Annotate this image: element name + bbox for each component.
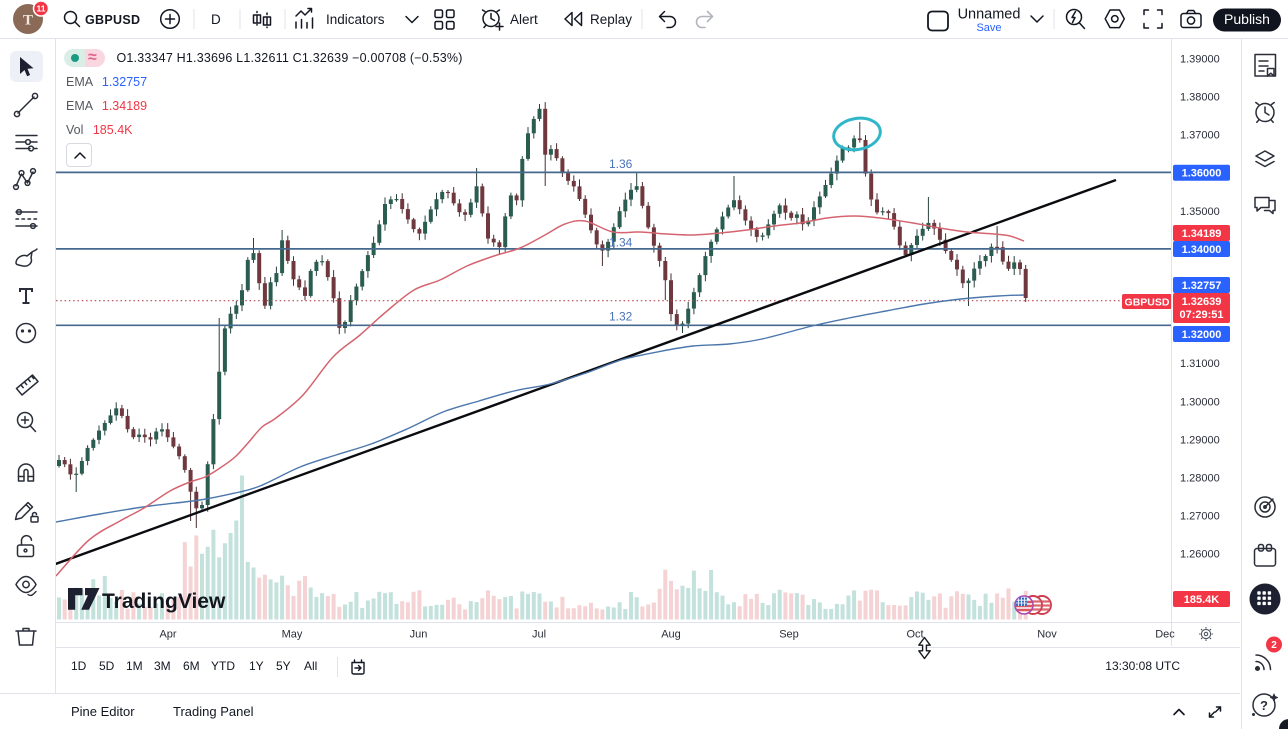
- svg-text:1.36: 1.36: [609, 157, 633, 171]
- svg-text:1.32000: 1.32000: [1182, 329, 1222, 341]
- svg-text:1.37000: 1.37000: [1180, 130, 1220, 142]
- svg-text:1.34189: 1.34189: [1182, 228, 1222, 240]
- svg-text:1.31000: 1.31000: [1180, 358, 1220, 370]
- svg-text:Nov: Nov: [1037, 629, 1057, 641]
- svg-text:1.39000: 1.39000: [1180, 53, 1220, 65]
- svg-text:1.36000: 1.36000: [1182, 168, 1222, 180]
- svg-text:2: 2: [1271, 640, 1277, 651]
- svg-text:?: ?: [1260, 698, 1268, 713]
- svg-text:1.34: 1.34: [609, 236, 633, 250]
- svg-text:185.4K: 185.4K: [1184, 594, 1220, 606]
- svg-text:1.30000: 1.30000: [1180, 396, 1220, 408]
- svg-text:1.27000: 1.27000: [1180, 511, 1220, 523]
- svg-text:Jul: Jul: [532, 629, 546, 641]
- svg-text:Indicators: Indicators: [326, 12, 385, 27]
- svg-text:GBPUSD: GBPUSD: [85, 13, 140, 27]
- svg-text:1.35000: 1.35000: [1180, 206, 1220, 218]
- svg-text:Jun: Jun: [410, 629, 428, 641]
- svg-text:May: May: [282, 629, 303, 641]
- svg-text:Oct: Oct: [906, 629, 923, 641]
- svg-text:Apr: Apr: [159, 629, 176, 641]
- svg-text:Publish: Publish: [1224, 11, 1270, 27]
- svg-text:1.34000: 1.34000: [1182, 244, 1222, 256]
- svg-text:1.26000: 1.26000: [1180, 549, 1220, 561]
- svg-text:Unnamed: Unnamed: [958, 7, 1021, 23]
- svg-text:07:29:51: 07:29:51: [1179, 309, 1223, 321]
- svg-text:GBPUSD: GBPUSD: [1125, 296, 1170, 308]
- svg-text:1.28000: 1.28000: [1180, 473, 1220, 485]
- svg-text:Save: Save: [976, 22, 1001, 34]
- svg-text:Aug: Aug: [661, 629, 681, 641]
- svg-text:1.29000: 1.29000: [1180, 434, 1220, 446]
- svg-text:1.32757: 1.32757: [1182, 280, 1222, 292]
- svg-text:D: D: [211, 12, 221, 27]
- svg-text:1.38000: 1.38000: [1180, 92, 1220, 104]
- svg-text:Replay: Replay: [590, 12, 632, 27]
- svg-text:1.32639: 1.32639: [1182, 296, 1222, 308]
- svg-text:Dec: Dec: [1155, 629, 1175, 641]
- svg-text:TradingView: TradingView: [102, 590, 226, 613]
- svg-text:11: 11: [37, 4, 46, 14]
- svg-text:Alert: Alert: [510, 12, 538, 27]
- svg-text:1.32: 1.32: [609, 310, 633, 324]
- svg-text:Sep: Sep: [779, 629, 799, 641]
- svg-text:T: T: [23, 13, 33, 29]
